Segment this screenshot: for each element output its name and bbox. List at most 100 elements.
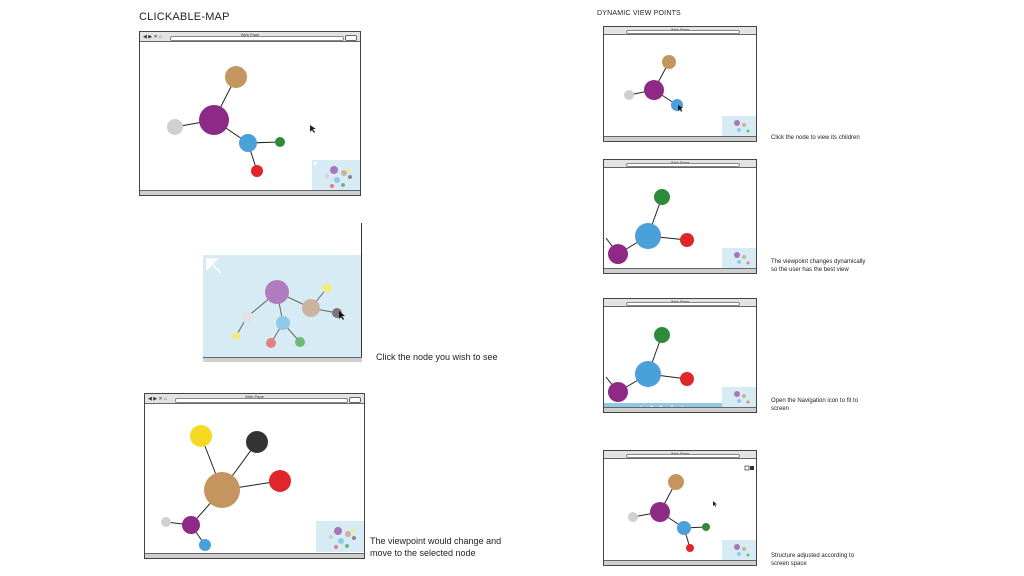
browser-title: Web Page [245,394,264,399]
browser-window-overview: Web Page ◀ ▶ ✕ ⌂ [139,31,361,196]
minimap-preview [734,252,750,265]
node-purple[interactable] [644,80,664,100]
address-bar[interactable] [626,30,740,34]
side-caption-4-line-2: screen space [771,561,807,567]
node-green[interactable] [654,189,670,205]
node-blue[interactable] [635,361,661,387]
small-browser-1: Web Page [603,26,757,142]
browser-title: Web Page [604,299,756,304]
address-bar[interactable] [626,302,740,306]
node-purple[interactable] [182,516,200,534]
status-bar [604,268,756,273]
minimap[interactable] [316,521,364,552]
search-button[interactable] [345,35,357,41]
nav-controls[interactable]: ◀ ▶ ✕ ⌂ [148,396,168,402]
node-grey[interactable] [161,517,171,527]
search-button[interactable] [349,397,361,403]
zoomed-minimap-panel[interactable] [203,255,361,358]
node-grey[interactable] [167,119,183,135]
browser-title: Web Page [240,32,260,37]
zoom-node-red[interactable] [266,338,276,348]
node-red[interactable] [686,544,694,552]
node-green[interactable] [275,137,285,147]
node-red[interactable] [251,165,263,177]
address-bar[interactable] [175,398,348,403]
zoom-node-blue[interactable] [276,316,290,330]
node-green[interactable] [654,327,670,343]
side-caption-2-line-2: so the user has the best view [771,267,849,273]
node-purple[interactable] [608,244,628,264]
minimap[interactable] [722,387,756,409]
node-tan[interactable] [662,55,676,69]
expand-arrow-icon [314,162,318,166]
side-caption-1-line-1: Click the node to view its children [771,135,860,141]
node-black[interactable] [246,431,268,453]
address-bar[interactable] [170,36,344,41]
node-map [167,66,316,177]
cursor-icon [713,501,717,507]
navigation-toolbar[interactable]: ▲ ◀ ▶ ▼ ↖ [604,403,722,410]
zoom-node-green[interactable] [295,337,305,347]
node-purple[interactable] [608,382,628,402]
browser-title: Web Page [604,160,756,165]
browser-window-selected: Web Page ◀ ▶ ✕ ⌂ [144,393,365,559]
side-caption-4-line-1: Structure adjusted according to [771,553,855,559]
address-bar[interactable] [626,454,740,458]
address-bar[interactable] [626,163,740,167]
page-title-dynamic-view-points: DYNAMIC VIEW POINTS [597,10,681,17]
small-browser-2: Web Page [603,159,757,274]
status-bar [140,190,360,195]
node-grey[interactable] [628,512,638,522]
zoom-node-yellow[interactable] [322,283,332,293]
browser-title: Web Page [604,451,756,456]
node-yellow[interactable] [190,425,212,447]
status-bar [604,136,756,141]
caption-click-node: Click the node you wish to see [376,352,498,362]
node-blue[interactable] [239,134,257,152]
small-browser-4: Web Page [603,450,757,566]
browser-toolbar: Web Page ◀ ▶ ✕ ⌂ [140,32,360,42]
node-purple[interactable] [650,502,670,522]
node-red[interactable] [269,470,291,492]
node-red[interactable] [680,372,694,386]
node-red[interactable] [680,233,694,247]
side-caption-3-line-2: screen [771,406,790,412]
minimap-preview [734,391,750,404]
minimap-preview [314,162,352,188]
zoom-node-tan[interactable] [302,299,320,317]
node-map [605,327,694,402]
node-blue[interactable] [199,539,211,551]
node-grey[interactable] [624,90,634,100]
minimap[interactable] [722,540,756,562]
browser-toolbar: Web Page [604,451,756,459]
side-caption-3: Open the Navigation icon to fit to scree… [771,397,858,413]
expand-arrow-icon [206,258,222,274]
node-tan[interactable] [225,66,247,88]
fit-screen-icon[interactable] [744,465,750,471]
minimap[interactable] [722,116,756,138]
zoom-node-purple[interactable] [265,280,289,304]
node-tan[interactable] [668,474,684,490]
caption-line-2: move to the selected node [370,548,476,558]
node-map [628,465,754,552]
browser-toolbar: Web Page ◀ ▶ ✕ ⌂ [145,394,364,404]
node-blue[interactable] [635,223,661,249]
node-blue[interactable] [677,521,691,535]
side-caption-2: The viewpoint changes dynamically so the… [771,258,865,274]
nav-controls[interactable]: ◀ ▶ ✕ ⌂ [143,34,163,40]
browser-title: Web Page [604,27,756,32]
node-map [161,425,291,551]
node-purple-root[interactable] [199,105,229,135]
fullscreen-icon[interactable] [750,466,754,470]
minimap[interactable] [722,248,756,270]
node-green[interactable] [702,523,710,531]
zoom-node-yellow-small[interactable] [232,332,240,340]
side-caption-4: Structure adjusted according to screen s… [771,552,854,568]
minimap[interactable] [312,160,360,191]
node-tan-selected[interactable] [204,472,240,508]
small-browser-3: Web Page ▲ ◀ ▶ ▼ ↖ [603,298,757,413]
zoom-node-grey[interactable] [241,311,253,323]
browser-toolbar: Web Page [604,160,756,168]
node-map [605,189,694,264]
cursor-icon [339,311,345,320]
